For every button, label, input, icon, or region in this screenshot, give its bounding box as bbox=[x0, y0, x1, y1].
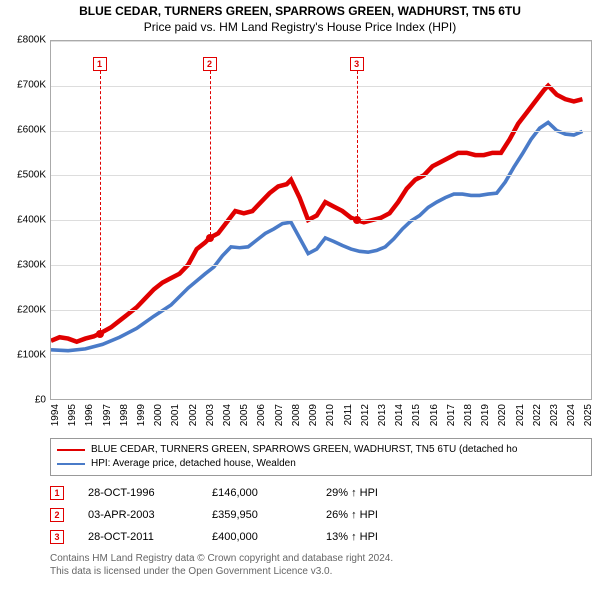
gridline-h bbox=[51, 354, 591, 355]
x-tick-label: 2005 bbox=[239, 404, 250, 426]
x-tick-label: 2004 bbox=[222, 404, 233, 426]
marker-line bbox=[357, 71, 358, 217]
transaction-number: 3 bbox=[50, 530, 64, 544]
x-tick-label: 2015 bbox=[411, 404, 422, 426]
gridline-h bbox=[51, 175, 591, 176]
x-tick-label: 2016 bbox=[429, 404, 440, 426]
x-tick-label: 2018 bbox=[463, 404, 474, 426]
title-subtitle: Price paid vs. HM Land Registry's House … bbox=[8, 20, 592, 34]
transaction-price: £146,000 bbox=[212, 487, 302, 499]
legend-swatch bbox=[57, 463, 85, 465]
x-tick-label: 2020 bbox=[497, 404, 508, 426]
marker-flag: 3 bbox=[350, 57, 364, 71]
x-tick-label: 2017 bbox=[446, 404, 457, 426]
x-tick-label: 1999 bbox=[136, 404, 147, 426]
gridline-h bbox=[51, 265, 591, 266]
y-tick-label: £0 bbox=[35, 395, 46, 406]
transaction-number: 2 bbox=[50, 508, 64, 522]
series-line-hpi bbox=[51, 122, 582, 350]
x-tick-label: 1996 bbox=[84, 404, 95, 426]
series-line-price_paid bbox=[51, 86, 582, 342]
chart-title-block: BLUE CEDAR, TURNERS GREEN, SPARROWS GREE… bbox=[8, 4, 592, 34]
y-tick-label: £200K bbox=[17, 305, 46, 316]
title-address: BLUE CEDAR, TURNERS GREEN, SPARROWS GREE… bbox=[8, 4, 592, 18]
transaction-price: £400,000 bbox=[212, 531, 302, 543]
y-tick-label: £300K bbox=[17, 260, 46, 271]
transaction-date: 03-APR-2003 bbox=[88, 509, 188, 521]
legend: BLUE CEDAR, TURNERS GREEN, SPARROWS GREE… bbox=[50, 438, 592, 476]
x-tick-label: 1997 bbox=[102, 404, 113, 426]
x-tick-label: 2013 bbox=[377, 404, 388, 426]
x-tick-label: 2010 bbox=[325, 404, 336, 426]
transactions-table: 1 28-OCT-1996 £146,000 29% ↑ HPI 2 03-APR-200… bbox=[50, 486, 592, 544]
transaction-price: £359,950 bbox=[212, 509, 302, 521]
x-axis: 1994 1995 1996 1997 1998 1999 2000 2001 2002 2003… bbox=[50, 400, 592, 436]
marker-flag: 2 bbox=[203, 57, 217, 71]
x-tick-label: 2021 bbox=[515, 404, 526, 426]
x-tick-label: 2002 bbox=[188, 404, 199, 426]
footer-line: This data is licensed under the Open Gov… bbox=[50, 565, 592, 578]
transaction-delta: 29% ↑ HPI bbox=[326, 487, 378, 499]
footer-attribution: Contains HM Land Registry data © Crown c… bbox=[50, 552, 592, 578]
marker-line bbox=[210, 71, 211, 235]
x-tick-label: 2000 bbox=[153, 404, 164, 426]
x-tick-label: 1998 bbox=[119, 404, 130, 426]
marker-line bbox=[100, 71, 101, 331]
marker-dot bbox=[206, 234, 214, 242]
x-tick-label: 2022 bbox=[532, 404, 543, 426]
gridline-h bbox=[51, 310, 591, 311]
transaction-date: 28-OCT-2011 bbox=[88, 531, 188, 543]
gridline-h bbox=[51, 86, 591, 87]
transaction-delta: 26% ↑ HPI bbox=[326, 509, 378, 521]
transaction-number: 1 bbox=[50, 486, 64, 500]
y-tick-label: £400K bbox=[17, 215, 46, 226]
y-tick-label: £700K bbox=[17, 80, 46, 91]
legend-swatch bbox=[57, 449, 85, 451]
footer-line: Contains HM Land Registry data © Crown c… bbox=[50, 552, 592, 565]
x-tick-label: 2009 bbox=[308, 404, 319, 426]
y-tick-label: £500K bbox=[17, 170, 46, 181]
plot-area: 1 2 3 bbox=[50, 40, 592, 400]
x-tick-label: 2025 bbox=[583, 404, 594, 426]
legend-item-price-paid: BLUE CEDAR, TURNERS GREEN, SPARROWS GREE… bbox=[57, 443, 585, 457]
x-tick-label: 2019 bbox=[480, 404, 491, 426]
x-tick-label: 2023 bbox=[549, 404, 560, 426]
y-tick-label: £100K bbox=[17, 350, 46, 361]
transaction-row: 2 03-APR-2003 £359,950 26% ↑ HPI bbox=[50, 508, 592, 522]
x-tick-label: 2001 bbox=[170, 404, 181, 426]
transaction-row: 3 28-OCT-2011 £400,000 13% ↑ HPI bbox=[50, 530, 592, 544]
y-axis: £0£100K£200K£300K£400K£500K£600K£700K£80… bbox=[8, 40, 50, 400]
marker-dot bbox=[353, 216, 361, 224]
marker-dot bbox=[96, 330, 104, 338]
x-tick-label: 2011 bbox=[343, 404, 354, 426]
x-tick-label: 2003 bbox=[205, 404, 216, 426]
x-tick-label: 1994 bbox=[50, 404, 61, 426]
x-tick-label: 2012 bbox=[360, 404, 371, 426]
marker-flag: 1 bbox=[93, 57, 107, 71]
legend-label: BLUE CEDAR, TURNERS GREEN, SPARROWS GREE… bbox=[91, 443, 517, 457]
transaction-date: 28-OCT-1996 bbox=[88, 487, 188, 499]
gridline-h bbox=[51, 220, 591, 221]
x-tick-label: 2006 bbox=[256, 404, 267, 426]
x-tick-label: 1995 bbox=[67, 404, 78, 426]
x-tick-label: 2007 bbox=[274, 404, 285, 426]
chart-area: £0£100K£200K£300K£400K£500K£600K£700K£80… bbox=[8, 40, 592, 400]
legend-item-hpi: HPI: Average price, detached house, Weal… bbox=[57, 457, 585, 471]
x-tick-label: 2008 bbox=[291, 404, 302, 426]
y-tick-label: £800K bbox=[17, 35, 46, 46]
x-tick-label: 2024 bbox=[566, 404, 577, 426]
y-tick-label: £600K bbox=[17, 125, 46, 136]
transaction-delta: 13% ↑ HPI bbox=[326, 531, 378, 543]
gridline-h bbox=[51, 41, 591, 42]
x-tick-label: 2014 bbox=[394, 404, 405, 426]
transaction-row: 1 28-OCT-1996 £146,000 29% ↑ HPI bbox=[50, 486, 592, 500]
legend-label: HPI: Average price, detached house, Weal… bbox=[91, 457, 296, 471]
gridline-h bbox=[51, 131, 591, 132]
